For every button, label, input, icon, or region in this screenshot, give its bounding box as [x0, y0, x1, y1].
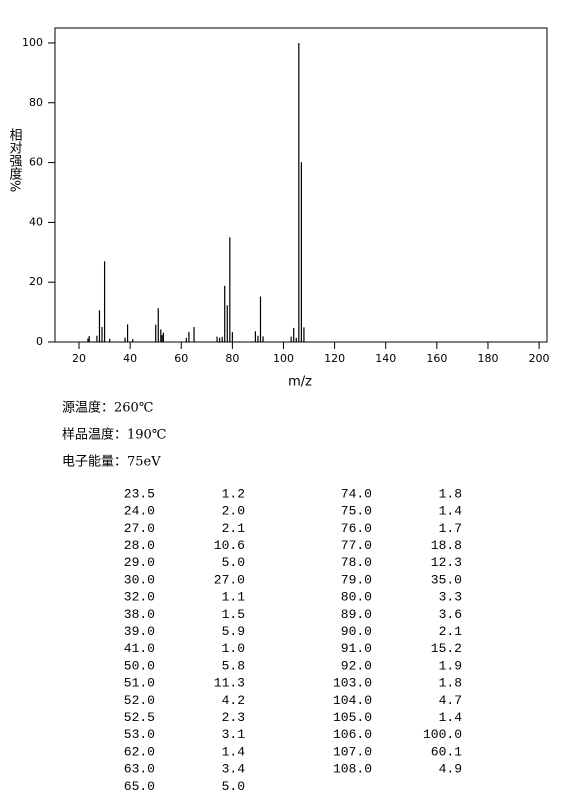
y-tick-label: 80: [29, 96, 43, 109]
mz-cell: 76.0: [341, 521, 372, 536]
mz-cell: 77.0: [341, 538, 372, 553]
mz-cell: 23.5: [124, 486, 155, 501]
intensity-cell: 5.0: [222, 779, 245, 794]
x-tick-label: 200: [529, 352, 550, 365]
y-tick-label: 0: [36, 335, 43, 348]
intensity-cell: 18.8: [431, 538, 462, 553]
mz-cell: 39.0: [124, 624, 155, 639]
mz-cell: 24.0: [124, 504, 155, 519]
intensity-cell: 4.7: [439, 693, 462, 708]
mz-cell: 92.0: [341, 658, 372, 673]
x-tick-label: 40: [123, 352, 137, 365]
intensity-cell: 1.2: [222, 486, 245, 501]
intensity-cell: 100.0: [423, 727, 462, 742]
mz-cell: 53.0: [124, 727, 155, 742]
mz-cell: 103.0: [333, 676, 372, 691]
intensity-cell: 3.1: [222, 727, 246, 742]
mz-cell: 74.0: [341, 486, 372, 501]
intensity-cell: 15.2: [431, 641, 462, 656]
intensity-cell: 1.4: [439, 710, 463, 725]
mz-cell: 78.0: [341, 555, 372, 570]
mz-cell: 63.0: [124, 762, 155, 777]
intensity-cell: 60.1: [431, 744, 462, 759]
mz-cell: 90.0: [341, 624, 372, 639]
mz-cell: 106.0: [333, 727, 372, 742]
mz-cell: 41.0: [124, 641, 155, 656]
x-tick-label: 180: [477, 352, 498, 365]
intensity-cell: 3.3: [439, 590, 462, 605]
intensity-cell: 5.8: [222, 658, 245, 673]
intensity-cell: 11.3: [214, 676, 245, 691]
mz-cell: 62.0: [124, 744, 155, 759]
intensity-cell: 35.0: [431, 572, 462, 587]
x-tick-label: 140: [375, 352, 396, 365]
info-line: 源温度：260℃: [62, 400, 153, 416]
intensity-cell: 3.6: [439, 607, 462, 622]
mz-cell: 91.0: [341, 641, 372, 656]
mz-cell: 50.0: [124, 658, 155, 673]
intensity-cell: 5.9: [222, 624, 245, 639]
y-tick-label: 60: [29, 156, 43, 169]
x-tick-label: 160: [426, 352, 447, 365]
mz-cell: 52.5: [124, 710, 155, 725]
y-tick-label: 40: [29, 215, 43, 228]
mz-cell: 65.0: [124, 779, 155, 794]
mz-cell: 104.0: [333, 693, 372, 708]
intensity-cell: 1.8: [439, 676, 462, 691]
intensity-cell: 1.4: [439, 504, 463, 519]
intensity-cell: 2.1: [222, 521, 246, 536]
mz-cell: 80.0: [341, 590, 372, 605]
intensity-cell: 1.4: [222, 744, 246, 759]
intensity-cell: 4.2: [222, 693, 245, 708]
x-tick-label: 120: [324, 352, 345, 365]
intensity-cell: 12.3: [431, 555, 462, 570]
intensity-cell: 10.6: [214, 538, 245, 553]
intensity-cell: 1.8: [439, 486, 462, 501]
intensity-cell: 2.0: [222, 504, 245, 519]
y-axis-label: 相对强度%: [7, 128, 23, 192]
intensity-cell: 1.0: [222, 641, 245, 656]
x-tick-label: 80: [225, 352, 239, 365]
info-line: 电子能量：75eV: [62, 455, 161, 470]
intensity-cell: 4.9: [439, 762, 462, 777]
x-tick-label: 20: [72, 352, 86, 365]
mz-cell: 105.0: [333, 710, 372, 725]
mz-cell: 108.0: [333, 762, 372, 777]
mz-cell: 89.0: [341, 607, 372, 622]
info-line: 样品温度：190℃: [62, 427, 166, 443]
intensity-cell: 1.5: [222, 607, 245, 622]
mz-cell: 32.0: [124, 590, 155, 605]
mz-cell: 27.0: [124, 521, 155, 536]
mz-cell: 38.0: [124, 607, 155, 622]
y-tick-label: 20: [29, 275, 43, 288]
intensity-cell: 1.1: [222, 590, 246, 605]
intensity-cell: 27.0: [214, 572, 245, 587]
mz-cell: 28.0: [124, 538, 155, 553]
x-tick-label: 60: [174, 352, 188, 365]
intensity-cell: 2.3: [222, 710, 245, 725]
mz-cell: 79.0: [341, 572, 372, 587]
y-tick-label: 100: [22, 36, 43, 49]
intensity-cell: 1.9: [439, 658, 462, 673]
intensity-cell: 5.0: [222, 555, 245, 570]
intensity-cell: 3.4: [222, 762, 246, 777]
mz-cell: 51.0: [124, 676, 155, 691]
mz-cell: 52.0: [124, 693, 155, 708]
mz-cell: 30.0: [124, 572, 155, 587]
mz-cell: 29.0: [124, 555, 155, 570]
x-tick-label: 100: [273, 352, 294, 365]
mz-cell: 75.0: [341, 504, 372, 519]
x-axis-label: m/z: [288, 375, 312, 390]
mz-cell: 107.0: [333, 744, 372, 759]
intensity-cell: 2.1: [439, 624, 463, 639]
intensity-cell: 1.7: [439, 521, 462, 536]
